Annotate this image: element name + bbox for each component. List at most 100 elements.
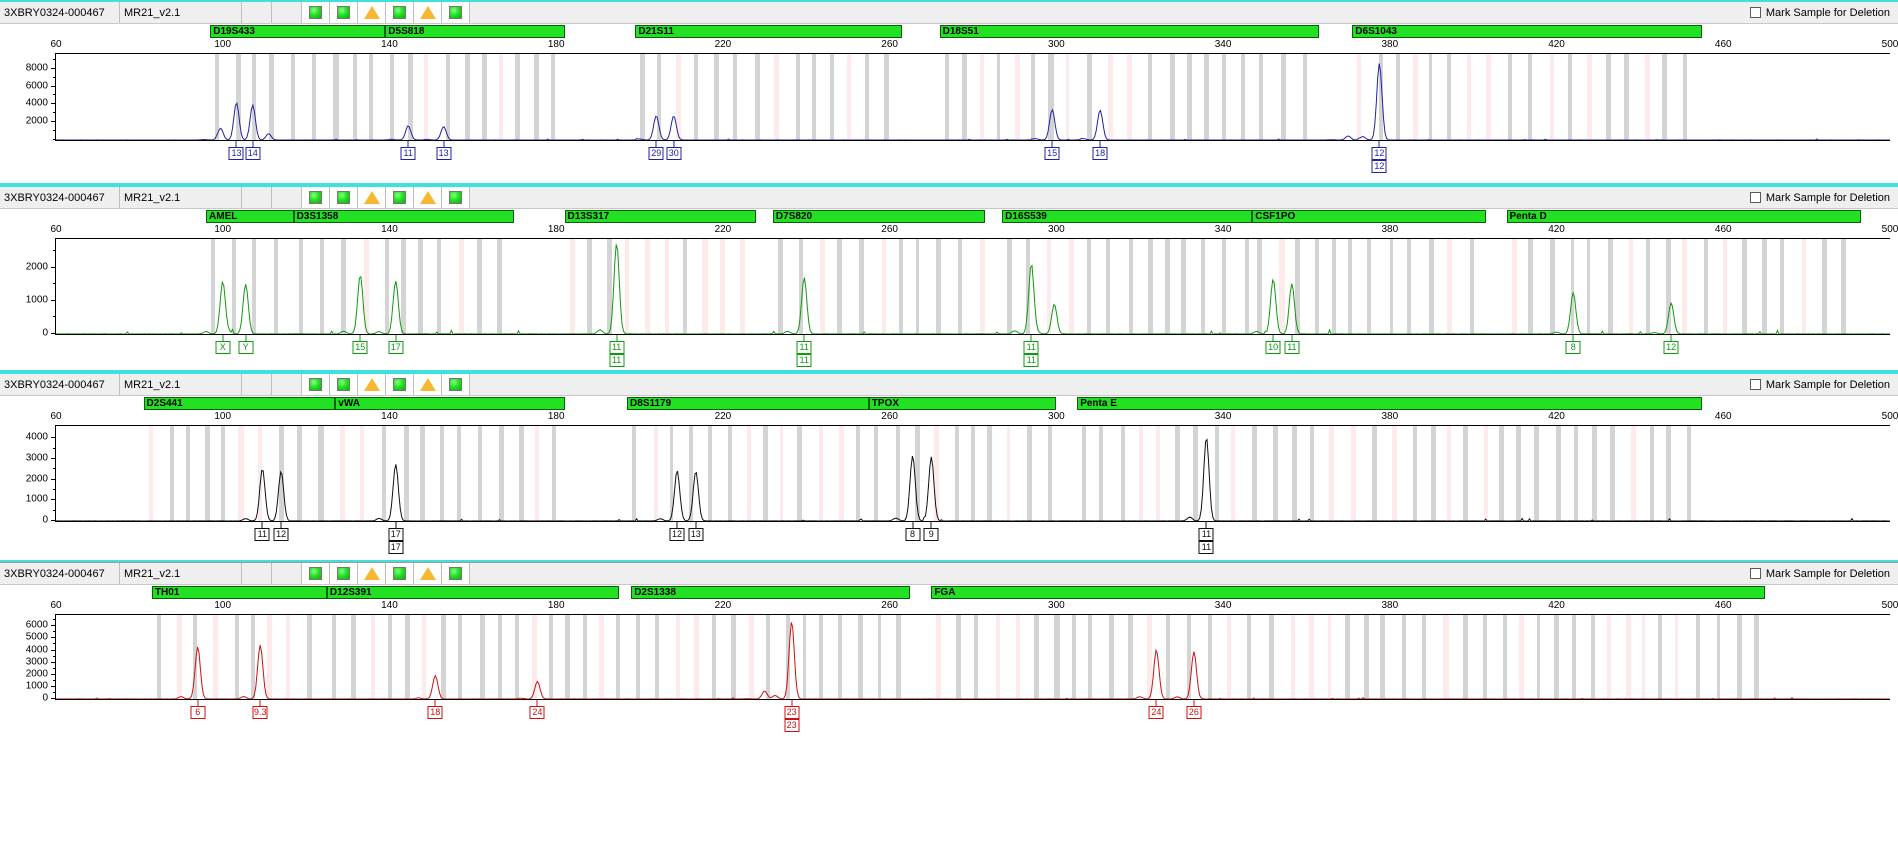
panel-name-cell[interactable]: MR21_v2.1 — [120, 563, 242, 584]
status-ok-square-icon-2[interactable] — [330, 2, 358, 23]
panel-name-cell[interactable]: MR21_v2.1 — [120, 374, 242, 395]
allele-call-box[interactable]: 17 — [388, 341, 404, 354]
sample-name-cell[interactable]: 3XBRY0324-000467 — [0, 374, 120, 395]
allele-call-box[interactable]: 12 — [1663, 341, 1679, 354]
marker-bar[interactable]: D21S11 — [635, 25, 903, 38]
allele-call-box[interactable]: 11 — [609, 354, 625, 367]
trace-canvas[interactable] — [56, 425, 1890, 522]
mark-sample-for-deletion-control[interactable]: Mark Sample for Deletion — [1749, 187, 1898, 208]
status-ok-square-icon-4[interactable] — [386, 563, 414, 584]
allele-call-box[interactable]: 13 — [436, 147, 452, 160]
marker-bar[interactable]: D7S820 — [772, 210, 986, 223]
marker-bar[interactable]: D3S1358 — [293, 210, 515, 223]
allele-call-box[interactable]: 8 — [1565, 341, 1581, 354]
warning-triangle-icon-3[interactable] — [358, 187, 386, 208]
plot-area[interactable]: 0 1000 2000 3000 4000 — [0, 425, 1898, 526]
marker-bar[interactable]: FGA — [931, 586, 1765, 599]
trace-canvas[interactable] — [56, 238, 1890, 335]
warning-triangle-icon-3[interactable] — [358, 374, 386, 395]
marker-bar[interactable]: D6S1043 — [1352, 25, 1703, 38]
marker-bar[interactable]: D12S391 — [326, 586, 619, 599]
marker-bar[interactable]: D2S1338 — [631, 586, 911, 599]
status-ok-square-icon-1[interactable] — [302, 187, 330, 208]
mark-sample-for-deletion-control[interactable]: Mark Sample for Deletion — [1749, 2, 1898, 23]
marker-bar[interactable]: D2S441 — [143, 397, 336, 410]
mark-sample-for-deletion-checkbox[interactable] — [1749, 379, 1761, 390]
mark-sample-for-deletion-control[interactable]: Mark Sample for Deletion — [1749, 374, 1898, 395]
status-ok-square-icon-2[interactable] — [330, 374, 358, 395]
allele-call-box[interactable]: 6 — [190, 706, 206, 719]
status-ok-square-icon-1[interactable] — [302, 2, 330, 23]
allele-call-box[interactable]: 18 — [1092, 147, 1108, 160]
dye-channel-panel-black[interactable]: 3XBRY0324-000467 MR21_v2.1 Mark Sample for… — [0, 372, 1898, 562]
marker-bar[interactable]: D5S818 — [385, 25, 565, 38]
allele-call-box[interactable]: 12 — [669, 528, 685, 541]
status-ok-square-icon-6[interactable] — [442, 2, 470, 23]
allele-call-box[interactable]: 29 — [648, 147, 664, 160]
allele-call-box[interactable]: Y — [238, 341, 254, 354]
sample-name-cell[interactable]: 3XBRY0324-000467 — [0, 187, 120, 208]
marker-bar[interactable]: D8S1179 — [627, 397, 869, 410]
trace-canvas[interactable] — [56, 614, 1890, 700]
mark-sample-for-deletion-checkbox[interactable] — [1749, 7, 1761, 18]
allele-call-box[interactable]: 15 — [352, 341, 368, 354]
warning-triangle-icon-5[interactable] — [414, 563, 442, 584]
marker-bar[interactable]: TH01 — [151, 586, 327, 599]
warning-triangle-icon-5[interactable] — [414, 187, 442, 208]
allele-call-box[interactable]: 23 — [784, 719, 800, 732]
allele-call-box[interactable]: 11 — [254, 528, 270, 541]
marker-bar[interactable]: CSF1PO — [1252, 210, 1486, 223]
status-ok-square-icon-2[interactable] — [330, 563, 358, 584]
status-ok-square-icon-1[interactable] — [302, 374, 330, 395]
status-ok-square-icon-4[interactable] — [386, 187, 414, 208]
allele-call-box[interactable]: 11 — [400, 147, 416, 160]
trace-canvas[interactable] — [56, 53, 1890, 141]
warning-triangle-icon-3[interactable] — [358, 563, 386, 584]
allele-call-box[interactable]: 11 — [1284, 341, 1300, 354]
status-ok-square-icon-6[interactable] — [442, 187, 470, 208]
plot-area[interactable]: 0 1000 2000 — [0, 238, 1898, 339]
mark-sample-for-deletion-checkbox[interactable] — [1749, 192, 1761, 203]
mark-sample-for-deletion-checkbox[interactable] — [1749, 568, 1761, 579]
warning-triangle-icon-5[interactable] — [414, 2, 442, 23]
allele-call-box[interactable]: 12 — [1371, 160, 1387, 173]
status-ok-square-icon-6[interactable] — [442, 563, 470, 584]
allele-call-box[interactable]: 13 — [228, 147, 244, 160]
plot-area[interactable]: 0 1000 2000 3000 4000 5000 6000 — [0, 614, 1898, 704]
allele-call-box[interactable]: 8 — [905, 528, 921, 541]
allele-call-box[interactable]: 9 — [923, 528, 939, 541]
dye-channel-panel-green[interactable]: 3XBRY0324-000467 MR21_v2.1 Mark Sample for… — [0, 185, 1898, 372]
marker-bar[interactable]: D18S51 — [939, 25, 1319, 38]
allele-call-box[interactable]: 12 — [1371, 147, 1387, 160]
mark-sample-for-deletion-control[interactable]: Mark Sample for Deletion — [1749, 563, 1898, 584]
status-ok-square-icon-2[interactable] — [330, 187, 358, 208]
allele-call-box[interactable]: 11 — [1198, 541, 1214, 554]
allele-call-box[interactable]: 9.3 — [252, 706, 268, 719]
dye-channel-panel-red[interactable]: 3XBRY0324-000467 MR21_v2.1 Mark Sample for… — [0, 562, 1898, 740]
marker-bar[interactable]: D19S433 — [210, 25, 386, 38]
allele-call-box[interactable]: 26 — [1186, 706, 1202, 719]
allele-call-box[interactable]: 13 — [688, 528, 704, 541]
sample-name-cell[interactable]: 3XBRY0324-000467 — [0, 2, 120, 23]
allele-call-box[interactable]: 11 — [1023, 341, 1039, 354]
dye-channel-panel-blue[interactable]: 3XBRY0324-000467 MR21_v2.1 Mark Sample for… — [0, 0, 1898, 185]
allele-call-box[interactable]: X — [215, 341, 231, 354]
allele-call-box[interactable]: 12 — [273, 528, 289, 541]
allele-call-box[interactable]: 11 — [1198, 528, 1214, 541]
allele-call-box[interactable]: 11 — [796, 354, 812, 367]
marker-bar[interactable]: vWA — [335, 397, 565, 410]
allele-call-box[interactable]: 15 — [1044, 147, 1060, 160]
allele-call-box[interactable]: 17 — [388, 528, 404, 541]
warning-triangle-icon-5[interactable] — [414, 374, 442, 395]
marker-bar[interactable]: Penta D — [1506, 210, 1861, 223]
marker-bar[interactable]: AMEL — [206, 210, 294, 223]
panel-name-cell[interactable]: MR21_v2.1 — [120, 187, 242, 208]
marker-bar[interactable]: Penta E — [1077, 397, 1703, 410]
allele-call-box[interactable]: 14 — [245, 147, 261, 160]
allele-call-box[interactable]: 24 — [529, 706, 545, 719]
sample-name-cell[interactable]: 3XBRY0324-000467 — [0, 563, 120, 584]
allele-call-box[interactable]: 23 — [784, 706, 800, 719]
allele-call-box[interactable]: 11 — [609, 341, 625, 354]
marker-bar[interactable]: D16S539 — [1002, 210, 1253, 223]
status-ok-square-icon-4[interactable] — [386, 374, 414, 395]
